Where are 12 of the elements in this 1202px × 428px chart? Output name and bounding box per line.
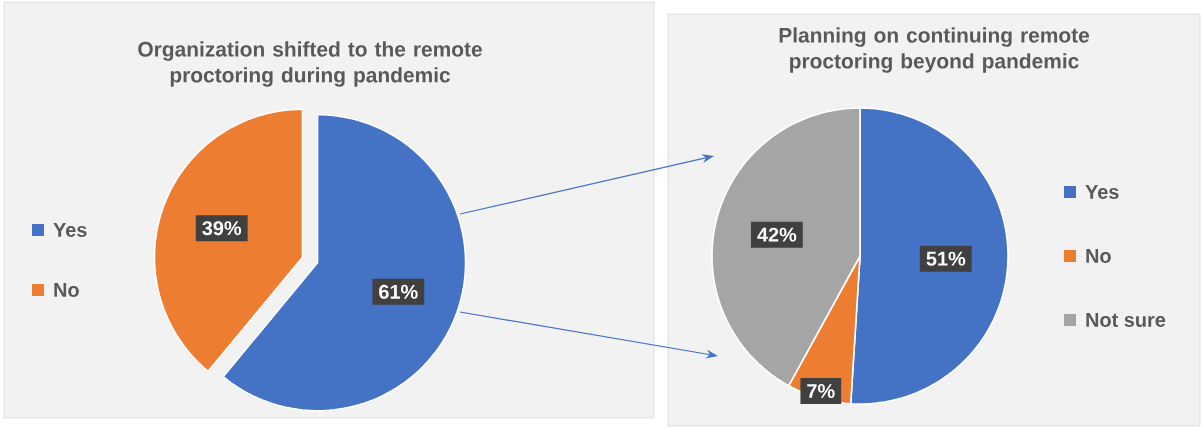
- data-label: 39%: [202, 221, 242, 236]
- legend-label: Yes: [1085, 185, 1119, 199]
- legend-label: No: [1086, 249, 1111, 263]
- data-label: 61%: [379, 284, 418, 299]
- data-label: 7%: [807, 384, 835, 399]
- legend-label: Yes: [53, 223, 87, 237]
- data-label: 42%: [757, 227, 797, 242]
- data-label: 51%: [926, 251, 966, 266]
- chart-title: Organization shifted to the remote proctoring during pandemic: [138, 41, 482, 87]
- legend-label: Not sure: [1086, 313, 1166, 327]
- legend-label: No: [54, 283, 79, 297]
- chart-title: Planning on continuing remote proctoring beyond pandemic: [779, 27, 1090, 73]
